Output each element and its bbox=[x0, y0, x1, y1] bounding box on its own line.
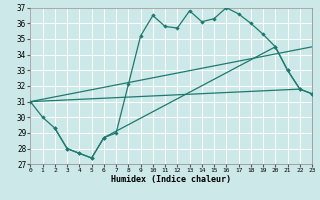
X-axis label: Humidex (Indice chaleur): Humidex (Indice chaleur) bbox=[111, 175, 231, 184]
